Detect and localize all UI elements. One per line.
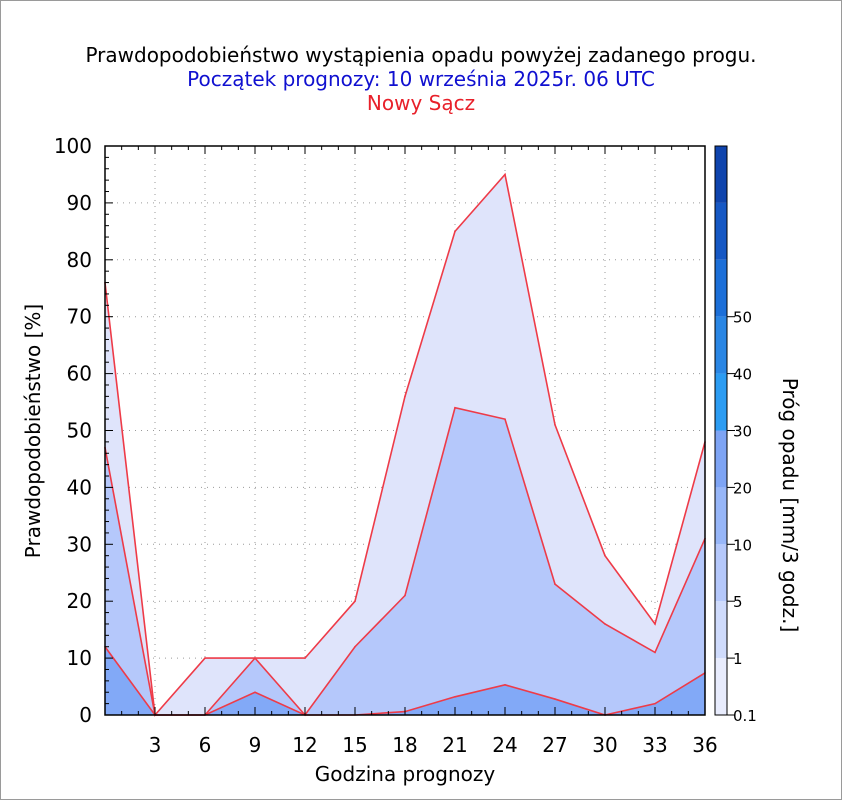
x-tick-label: 21 [442,733,467,757]
x-tick-labels: 3 6 9 12 15 18 21 24 27 30 33 36 [149,733,718,757]
colorbar-label-value: 50 [733,309,752,327]
y-tick-label: 50 [67,419,92,443]
data-point-1 [554,583,556,585]
colorbar-segment [715,373,727,431]
data-point-2 [554,698,556,700]
data-point-0 [304,657,306,659]
y-tick-label: 40 [67,475,92,499]
y-tick-label: 60 [67,362,92,386]
y-tick-label: 100 [54,134,92,158]
area-threshold-0 [105,174,705,715]
colorbar-label-value: 1 [733,650,743,668]
minor-ticks [104,145,706,716]
area-threshold-2 [105,646,705,715]
colorbar-label-value: 20 [733,479,752,497]
data-point-2 [504,684,506,686]
colorbar-segment [715,601,727,659]
chart-title: Prawdopodobieństwo wystąpienia opadu pow… [85,43,757,67]
data-point-2 [654,702,656,705]
x-tick-label: 30 [592,733,617,757]
data-point-1 [254,657,256,659]
colorbar-label-value: 30 [733,423,752,441]
y-tick-label: 80 [67,248,92,272]
x-tick-label: 18 [392,733,417,757]
chart-location: Nowy Sącz [366,91,476,115]
colorbar-label-value: 40 [733,366,752,384]
x-tick-label: 27 [542,733,567,757]
x-tick-label: 6 [199,733,212,757]
data-point-0 [204,657,206,659]
data-point-0 [454,230,456,233]
colorbar-segment [715,146,727,203]
data-point-0 [604,554,606,557]
data-point-1 [354,645,356,648]
x-tick-label: 12 [292,733,317,757]
colorbar-segment [715,430,727,488]
colorbar-label-value: 0.1 [733,707,757,725]
data-point-0 [554,424,556,426]
colorbar-label-value: 10 [733,536,752,554]
y-tick-label: 10 [67,646,92,670]
colorbar-segment [715,202,727,260]
x-tick-label: 9 [249,733,262,757]
y-tick-labels: 0 10 20 30 40 50 60 70 80 90 100 [54,134,92,727]
data-point-0 [654,623,656,625]
y-tick-label: 70 [67,305,92,329]
x-tick-label: 15 [342,733,367,757]
threshold-colorbar: 0.1 1 5 10 20 30 40 50 [714,145,757,725]
data-point-2 [254,691,256,694]
x-tick-label: 33 [642,733,667,757]
data-point-1 [504,418,506,420]
data-point-1 [654,651,656,654]
data-point-2 [454,695,456,698]
y-tick-label: 30 [67,532,92,556]
area-threshold-1 [105,407,705,715]
colorbar-label: Próg opadu [mm/3 godz.] [778,378,802,633]
chart-subtitle: Początek prognozy: 10 września 2025r. 06… [187,67,655,91]
colorbar-segment [715,544,727,602]
data-point-0 [404,395,406,398]
data-point-1 [404,594,406,597]
data-point-1 [604,623,606,625]
colorbar-segment [715,316,727,374]
x-tick-label: 24 [492,733,517,757]
y-tick-label: 0 [79,703,92,727]
colorbar-segment [715,658,727,715]
x-tick-label: 36 [692,733,717,757]
colorbar-segment [715,259,727,317]
data-point-1 [454,406,456,409]
colorbar-segment [715,487,727,545]
colorbar-label-value: 5 [733,593,743,611]
x-tick-label: 3 [149,733,162,757]
x-axis-label: Godzina prognozy [315,762,496,786]
y-tick-label: 20 [67,589,92,613]
data-point-0 [354,600,356,602]
data-point-0 [504,173,506,176]
y-axis-label: Prawdopodobieństwo [%] [21,304,45,558]
y-tick-label: 90 [67,191,92,215]
